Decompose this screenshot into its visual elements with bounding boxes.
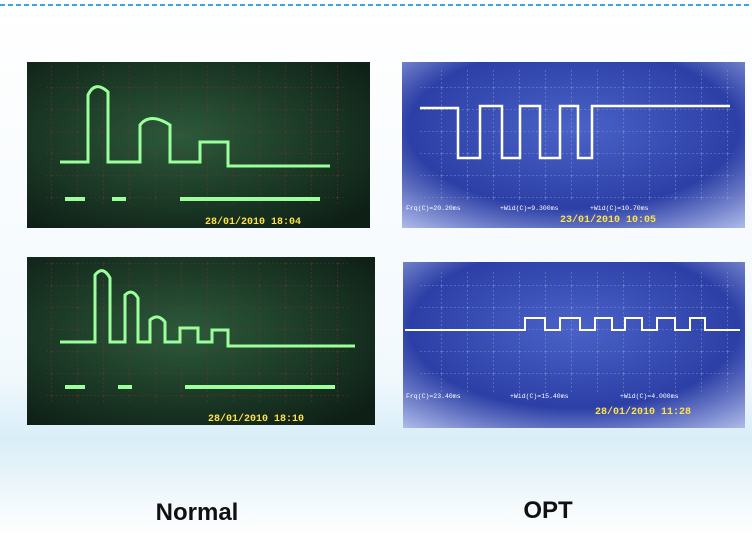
timestamp: 28/01/2010 18:04 [205,216,301,228]
scope-opt-1: Frq(C)=20.20ms +Wid(C)=9.300ms +Wid(C)=1… [402,62,745,228]
scope-opt-2: Frq(C)=23.40ms +Wid(C)=15.40ms +Wid(C)=4… [403,262,745,428]
timestamp: 28/01/2010 11:28 [595,406,691,418]
caption: OPT [523,497,573,524]
readout: Frq(C)=23.40ms [406,393,461,400]
readout: +Wid(C)=9.300ms [500,205,559,212]
timestamp: 23/01/2010 10:05 [560,214,656,226]
scope-normal-1: 28/01/2010 18:04 [27,62,370,228]
readout: +Wid(C)=10.70ms [590,205,649,212]
readout: +Wid(C)=4.000ms [620,393,679,400]
caption: Normal [156,499,239,526]
readout: +Wid(C)=15.40ms [510,393,569,400]
scope-normal-2: 28/01/2010 18:10 [27,257,375,425]
timestamp: 28/01/2010 18:10 [208,413,304,425]
readout: Frq(C)=20.20ms [406,205,461,212]
